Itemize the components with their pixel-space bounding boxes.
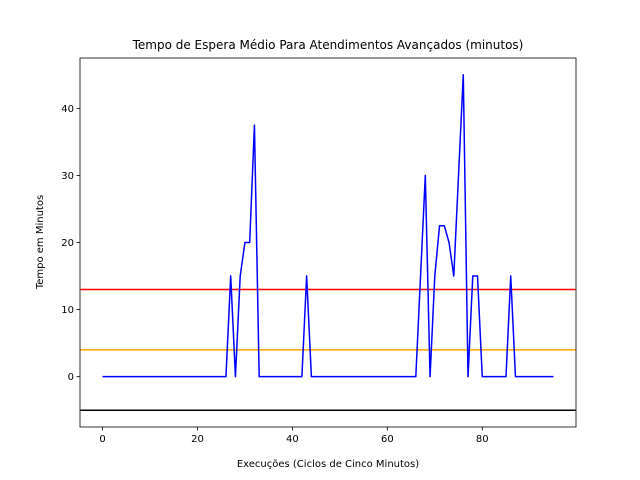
x-tick-label: 40	[286, 434, 299, 445]
series-line-0	[102, 74, 554, 378]
x-tick-label: 60	[381, 434, 394, 445]
x-tick-label: 0	[99, 434, 105, 445]
y-tick-label: 20	[61, 238, 74, 249]
x-tick-label: 20	[191, 434, 204, 445]
chart-title: Tempo de Espera Médio Para Atendimentos …	[132, 38, 524, 52]
x-axis-label: Execuções (Ciclos de Cinco Minutos)	[237, 459, 419, 470]
plot-frame	[79, 57, 577, 428]
x-tick-label: 80	[476, 434, 489, 445]
y-tick-label: 40	[61, 104, 74, 115]
y-tick-label: 0	[68, 372, 74, 383]
y-tick-label: 30	[61, 171, 74, 182]
y-tick-label: 10	[61, 305, 74, 316]
y-axis-label: Tempo em Minutos	[35, 195, 46, 290]
